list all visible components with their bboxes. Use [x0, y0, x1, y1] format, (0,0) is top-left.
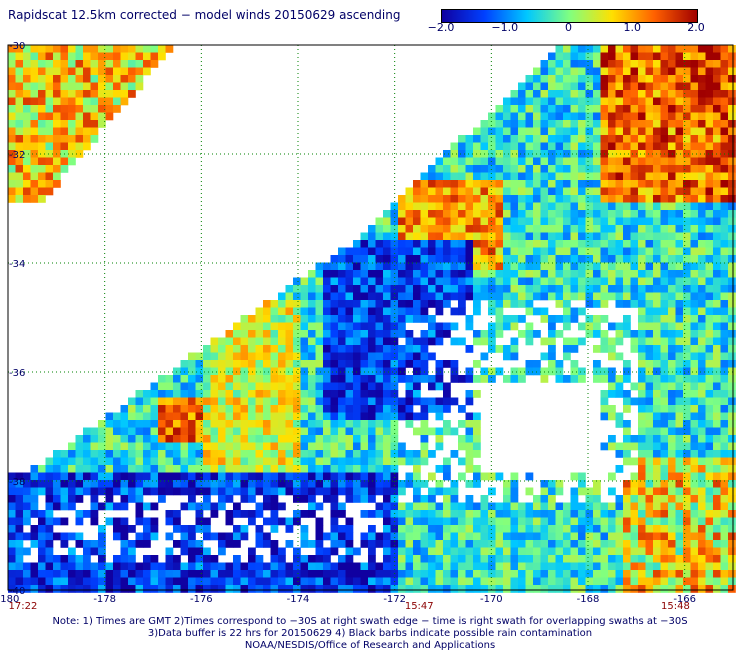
pass-time-label: 15:48: [661, 601, 690, 612]
note-line-2: 3)Data buffer is 22 hrs for 20150629 4) …: [147, 628, 593, 639]
lat-tick-label: -30: [9, 41, 25, 52]
colorbar-tick-label: 0: [565, 21, 572, 34]
note-line-1: Note: 1) Times are GMT 2)Times correspon…: [52, 616, 688, 627]
note-line-3: NOAA/NESDIS/Office of Research and Appli…: [244, 640, 496, 651]
pass-time-label: 15:47: [404, 601, 434, 612]
lon-tick-label: -178: [93, 594, 116, 605]
page-title: Rapidscat 12.5km corrected − model winds…: [8, 8, 401, 22]
lat-tick-label: -40: [9, 586, 25, 597]
lon-tick-label: -170: [480, 594, 503, 605]
lat-tick-label: -38: [9, 477, 25, 488]
map-frame: [7, 44, 734, 591]
lon-tick-label: -176: [190, 594, 213, 605]
colorbar-tick-label: 2.0: [687, 21, 705, 34]
colorbar: [441, 9, 698, 23]
colorbar-tick-label: 1.0: [623, 21, 642, 34]
wind-diff-cells: [8, 45, 736, 593]
pass-time-label: 17:22: [8, 601, 38, 612]
lat-tick-label: -36: [9, 368, 25, 379]
colorbar-tick-label: −1.0: [491, 21, 519, 34]
lon-tick-label: -168: [577, 594, 600, 605]
lat-tick-label: -34: [9, 259, 25, 270]
lon-tick-label: -166: [673, 594, 696, 605]
lon-tick-label: -174: [287, 594, 310, 605]
colorbar-tick-label: −2.0: [427, 21, 455, 34]
lat-tick-label: -32: [9, 150, 25, 161]
lon-tick-label: -172: [383, 594, 406, 605]
lon-tick-label: -180: [0, 594, 19, 605]
